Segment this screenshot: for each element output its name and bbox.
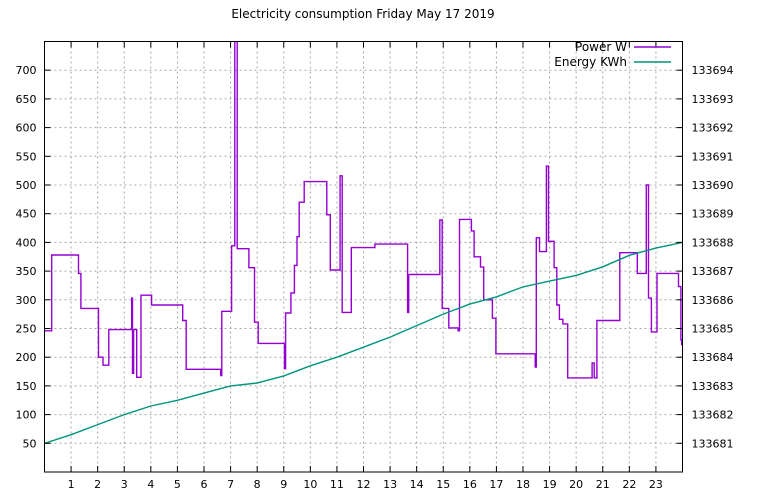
left-tick-label: 300	[16, 294, 37, 307]
left-tick-label: 450	[16, 208, 37, 221]
right-tick-label: 133686	[692, 294, 734, 307]
left-tick-label: 650	[16, 93, 37, 106]
left-tick-label: 350	[16, 265, 37, 278]
right-tick-label: 133692	[692, 122, 734, 135]
x-tick-label: 11	[330, 478, 344, 491]
axis-labels: 1 2 3 4 5 6 7 8 9 10 11 12 13 14 15 16 17 18 19 20 21 22 23501…	[16, 64, 734, 491]
legend-label-energy: Energy KWh	[554, 55, 627, 69]
plot-frame	[44, 41, 683, 473]
left-tick-label: 600	[16, 122, 37, 135]
x-tick-label: 19	[543, 478, 557, 491]
right-tick-label: 133682	[692, 409, 734, 422]
x-tick-label: 22	[622, 478, 636, 491]
left-tick-label: 500	[16, 179, 37, 192]
x-tick-label: 3	[121, 478, 128, 491]
left-tick-label: 100	[16, 409, 37, 422]
x-tick-label: 23	[649, 478, 663, 491]
left-tick-label: 700	[16, 64, 37, 77]
x-tick-label: 14	[410, 478, 424, 491]
right-tick-label: 133685	[692, 323, 734, 336]
data-series	[44, 41, 683, 444]
power-series-line	[44, 41, 683, 379]
x-tick-label: 9	[280, 478, 287, 491]
x-tick-label: 5	[174, 478, 181, 491]
left-tick-label: 200	[16, 351, 37, 364]
chart-title: Electricity consumption Friday May 17 20…	[231, 7, 494, 21]
right-tick-label: 133688	[692, 236, 734, 249]
x-tick-label: 2	[94, 478, 101, 491]
right-tick-label: 133687	[692, 265, 734, 278]
left-tick-label: 150	[16, 380, 37, 393]
x-tick-label: 7	[227, 478, 234, 491]
right-tick-label: 133689	[692, 208, 734, 221]
x-tick-label: 21	[596, 478, 610, 491]
right-tick-label: 133694	[692, 64, 734, 77]
right-tick-label: 133693	[692, 93, 734, 106]
left-tick-label: 550	[16, 150, 37, 163]
left-tick-label: 50	[23, 437, 37, 450]
left-tick-label: 400	[16, 236, 37, 249]
legend-label-power: Power W	[575, 40, 627, 54]
x-tick-label: 20	[569, 478, 583, 491]
energy-series-line	[44, 241, 683, 444]
right-tick-label: 133691	[692, 150, 734, 163]
x-tick-label: 18	[516, 478, 530, 491]
legend: Power W Energy KWh	[554, 40, 671, 69]
x-tick-label: 4	[147, 478, 154, 491]
right-tick-label: 133690	[692, 179, 734, 192]
x-tick-label: 13	[383, 478, 397, 491]
x-tick-label: 8	[254, 478, 261, 491]
x-tick-label: 17	[489, 478, 503, 491]
right-tick-label: 133684	[692, 351, 734, 364]
grid-lines	[44, 41, 683, 472]
right-tick-label: 133683	[692, 380, 734, 393]
x-tick-label: 16	[463, 478, 477, 491]
x-tick-label: 12	[357, 478, 371, 491]
x-tick-label: 1	[68, 478, 75, 491]
x-tick-label: 6	[201, 478, 208, 491]
x-tick-label: 15	[436, 478, 450, 491]
left-tick-label: 250	[16, 323, 37, 336]
right-tick-label: 133681	[692, 437, 734, 450]
x-tick-label: 10	[303, 478, 317, 491]
